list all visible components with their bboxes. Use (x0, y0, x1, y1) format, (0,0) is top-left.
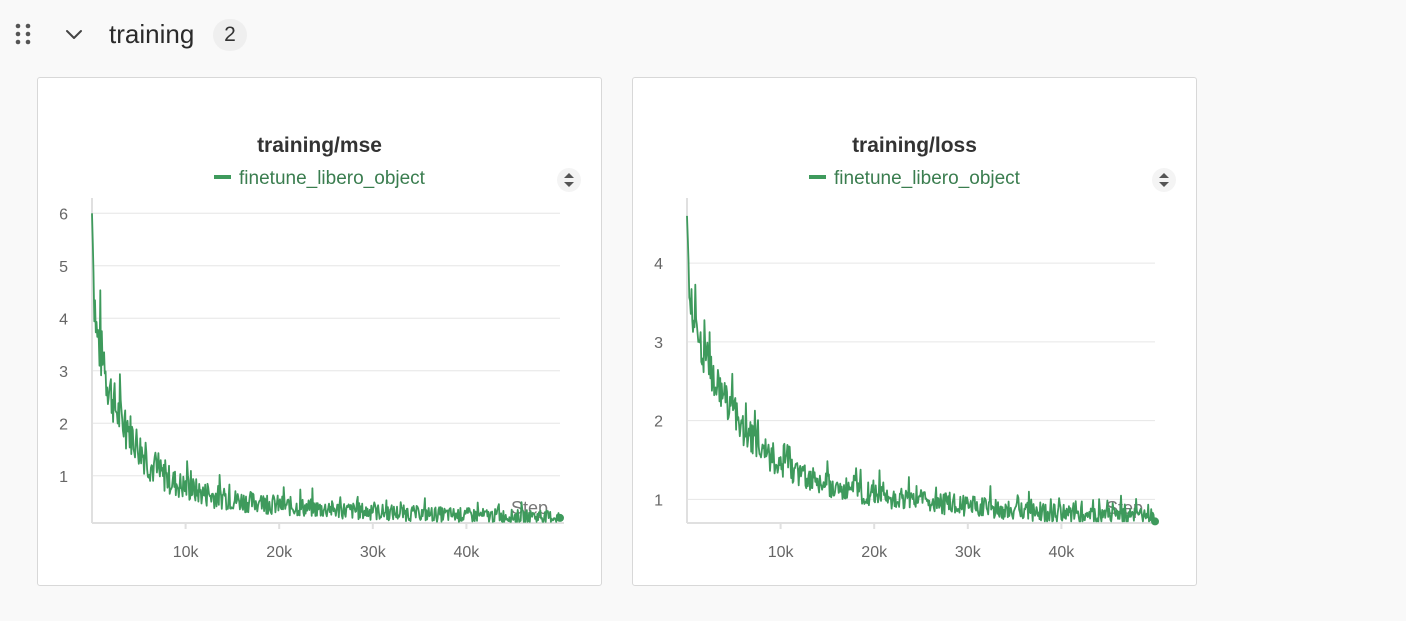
x-tick-label: 30k (955, 544, 982, 561)
chart-panel-training-loss[interactable]: training/loss finetune_libero_object 1 2 3… (632, 77, 1197, 586)
chart-legend[interactable]: finetune_libero_object (633, 168, 1196, 190)
y-tick-label: 4 (654, 256, 663, 273)
sort-arrows-icon (564, 173, 574, 187)
panel-count-badge: 2 (213, 19, 247, 51)
legend-sort-button[interactable] (557, 168, 581, 192)
y-tick-label: 5 (59, 259, 68, 276)
y-tick-label: 4 (59, 311, 68, 328)
section-header: training 2 (0, 0, 1406, 68)
x-tick-label: 40k (1049, 544, 1076, 561)
legend-swatch (809, 174, 827, 179)
x-tick-label: 30k (360, 544, 387, 561)
x-tick-label: 20k (266, 544, 293, 561)
x-tick-label: 20k (861, 544, 888, 561)
y-tick-label: 1 (59, 469, 68, 486)
sort-arrows-icon (1159, 173, 1169, 187)
x-tick-label: 10k (173, 544, 200, 561)
chart-title: training/mse (257, 134, 382, 157)
series-line (686, 215, 1156, 523)
drag-handle-icon[interactable] (14, 22, 34, 46)
y-tick-label: 3 (59, 364, 68, 381)
legend-label: finetune_libero_object (834, 168, 1020, 189)
collapse-chevron-icon[interactable] (62, 22, 86, 46)
x-tick-label: 40k (454, 544, 481, 561)
legend-label: finetune_libero_object (239, 168, 425, 189)
legend-sort-button[interactable] (1152, 168, 1176, 192)
y-tick-label: 1 (654, 492, 663, 509)
y-tick-label: 3 (654, 335, 663, 352)
chart-legend[interactable]: finetune_libero_object (38, 168, 601, 190)
y-tick-label: 6 (59, 206, 68, 223)
series-line (91, 213, 561, 523)
y-tick-label: 2 (654, 414, 663, 431)
x-tick-label: 10k (768, 544, 795, 561)
series-end-point (1151, 517, 1159, 526)
chart-title: training/loss (852, 134, 977, 157)
section-title[interactable]: training (109, 19, 195, 49)
y-tick-label: 2 (59, 416, 68, 433)
chart-panel-training-mse[interactable]: training/mse finetune_libero_object 1 2 3 4… (37, 77, 602, 586)
legend-swatch (214, 174, 232, 179)
series-end-point (556, 513, 564, 522)
